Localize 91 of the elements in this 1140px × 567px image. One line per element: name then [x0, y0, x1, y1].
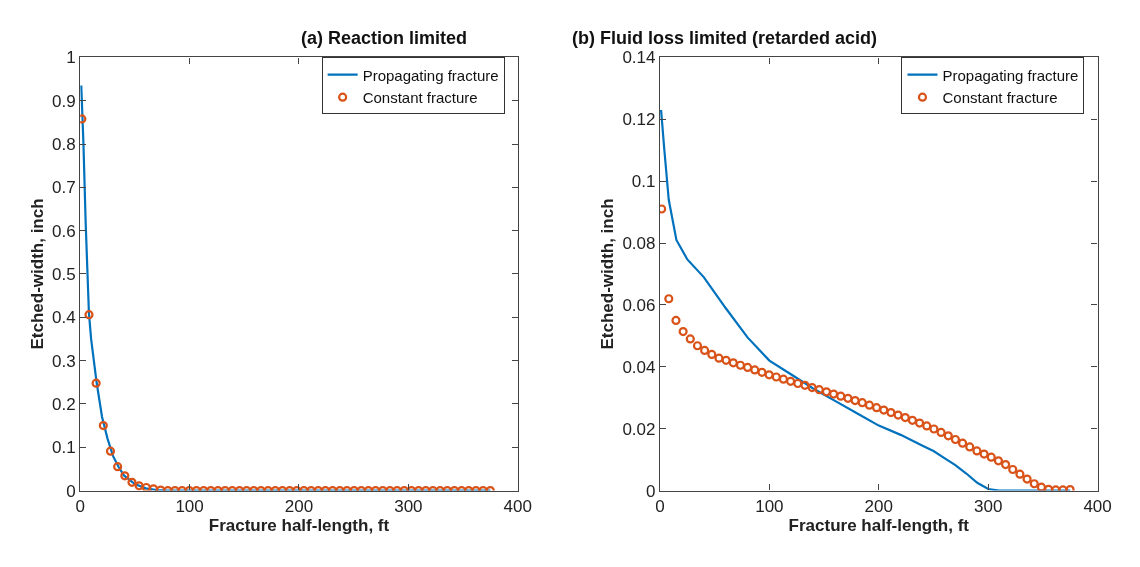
chart-title: (a) Reaction limited	[301, 28, 468, 48]
point	[1036, 482, 1047, 491]
point	[721, 355, 731, 365]
y-tick-label: 0.8	[52, 135, 76, 154]
point	[750, 365, 760, 375]
point	[678, 326, 688, 337]
point	[943, 431, 953, 441]
point	[692, 341, 703, 351]
point	[857, 398, 867, 408]
y-tick-label: 0	[66, 481, 76, 501]
point	[764, 370, 774, 380]
point	[1015, 469, 1025, 479]
point	[879, 405, 889, 415]
point	[659, 204, 667, 214]
point	[986, 452, 996, 462]
y-tick-label: 0.08	[622, 234, 656, 253]
y-tick-label: 0.1	[52, 438, 76, 458]
point	[807, 382, 817, 393]
y-tick-label: 0.12	[622, 110, 656, 130]
point	[836, 391, 846, 401]
y-tick-label: 0	[646, 481, 656, 501]
y-tick-label: 0.04	[622, 357, 656, 377]
point	[850, 395, 860, 406]
point	[735, 360, 746, 370]
y-tick-label: 0.9	[52, 91, 76, 111]
point	[872, 403, 882, 413]
point	[972, 446, 982, 456]
point	[907, 415, 918, 425]
y-axis-title: Etched-width, inch	[597, 198, 617, 350]
point	[664, 294, 674, 304]
x-tick-label: 200	[284, 497, 314, 517]
point	[778, 374, 789, 384]
point	[936, 427, 946, 437]
y-tick-label: 0.6	[52, 221, 76, 241]
point	[714, 353, 724, 363]
x-tick-label: 400	[1083, 497, 1112, 517]
point	[771, 372, 781, 382]
y-tick-label: 0.5	[52, 264, 76, 284]
point	[893, 410, 903, 420]
y-tick-label: 0.7	[52, 178, 76, 198]
point	[743, 362, 753, 373]
point	[814, 385, 824, 395]
legend-label: Propagating fracture	[362, 66, 499, 84]
point	[786, 376, 796, 386]
x-axis-title: Fracture half-length, ft	[788, 516, 970, 536]
legend-label: Constant fracture	[362, 89, 478, 107]
point	[800, 380, 810, 390]
point	[728, 358, 738, 368]
point	[1008, 464, 1018, 475]
point	[957, 438, 968, 448]
y-tick-label: 0.2	[52, 394, 76, 414]
y-tick-label: 0.06	[622, 295, 656, 315]
point	[793, 378, 803, 389]
point	[929, 424, 939, 434]
y-tick-label: 0.4	[52, 308, 76, 328]
point	[671, 315, 681, 325]
y-tick-label: 0.1	[631, 172, 656, 192]
point	[707, 349, 717, 360]
x-tick-label: 300	[394, 497, 423, 517]
point	[685, 334, 695, 344]
point	[757, 367, 767, 377]
y-axis-title: Etched-width, inch	[27, 198, 47, 350]
point	[922, 421, 932, 431]
point	[1022, 474, 1032, 484]
point	[821, 387, 832, 397]
chart-title: (b) Fluid loss limited (retarded acid)	[572, 28, 878, 48]
x-tick-label: 100	[175, 497, 204, 517]
point	[886, 407, 896, 418]
point	[843, 393, 853, 403]
point	[965, 442, 975, 452]
x-tick-label: 200	[864, 497, 893, 517]
x-tick-label: 100	[755, 497, 784, 517]
legend-label: Propagating fracture	[942, 66, 1079, 84]
x-tick-label: 300	[974, 497, 1003, 517]
point	[979, 449, 989, 459]
point	[915, 418, 925, 428]
point	[950, 434, 961, 445]
point	[993, 456, 1004, 466]
point	[864, 400, 875, 410]
point	[900, 412, 910, 423]
point	[829, 389, 839, 399]
y-tick-label: 0.02	[622, 419, 656, 439]
x-axis-title: Fracture half-length, ft	[208, 516, 390, 536]
y-tick-label: 1	[66, 48, 76, 68]
y-tick-label: 0.3	[52, 351, 76, 371]
point	[1029, 479, 1039, 489]
x-tick-label: 400	[503, 497, 532, 517]
y-tick-label: 0.14	[622, 48, 656, 68]
point	[700, 345, 710, 355]
legend-label: Constant fracture	[942, 89, 1058, 107]
point	[1000, 459, 1011, 470]
